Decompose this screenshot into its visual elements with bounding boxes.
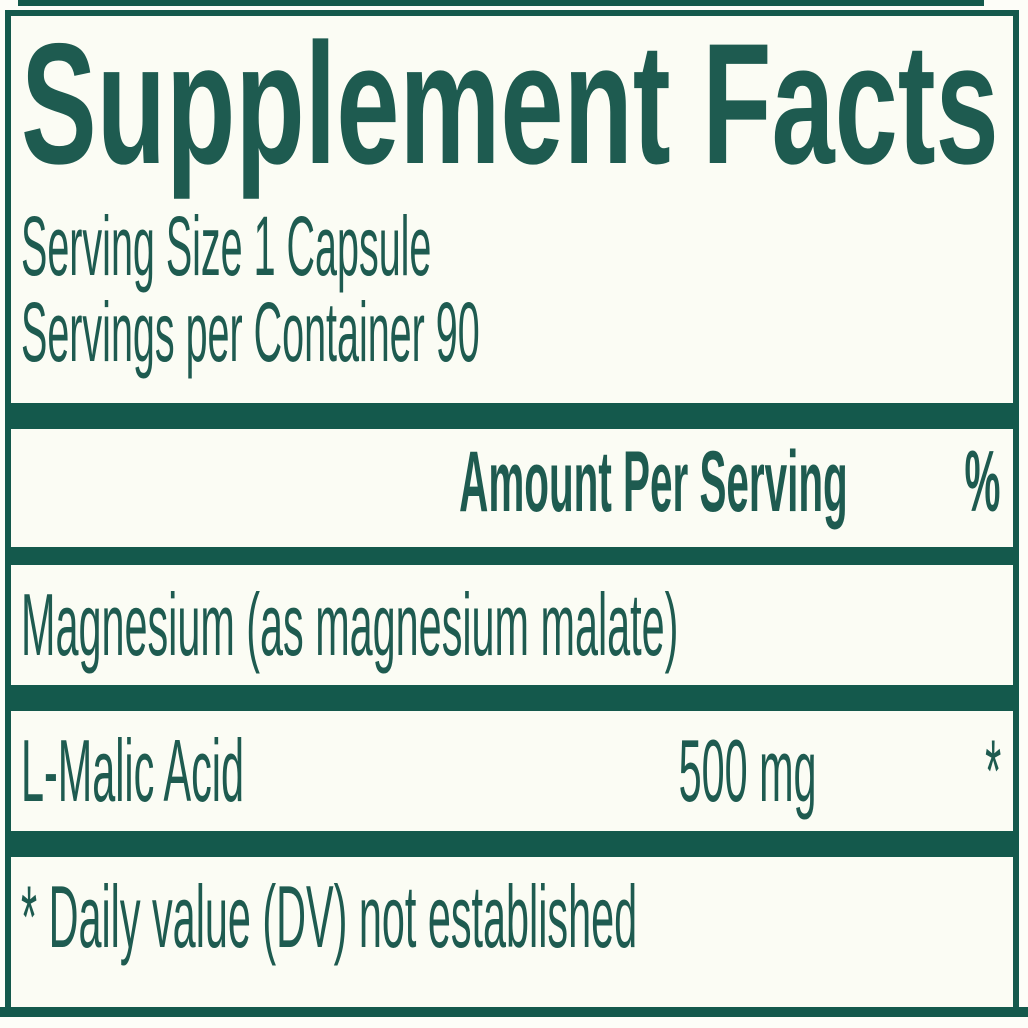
ingredient-name: L-Malic Acid bbox=[21, 727, 523, 815]
daily-value-footnote: * Daily value (DV) not established bbox=[11, 857, 1013, 961]
servings-per-container-line: Servings per Container 90 bbox=[21, 284, 1013, 379]
serving-info: Serving Size 1 Capsule Servings per Cont… bbox=[21, 199, 1013, 379]
ingredient-name-text: Magnesium (as magnesium malate) bbox=[21, 575, 679, 675]
ingredient-amount: 500 mg bbox=[523, 727, 817, 815]
percent-dv-header-text: % DV bbox=[964, 434, 1013, 531]
table-row-magnesium: Magnesium (as magnesium malate) 20 mg 5% bbox=[11, 565, 1013, 685]
bottom-edge-bar bbox=[0, 1007, 1028, 1017]
amount-per-serving-header: Amount Per Serving bbox=[21, 439, 848, 525]
thick-divider-bar bbox=[11, 403, 1013, 430]
ingredient-dv: * bbox=[817, 727, 1001, 815]
ingredient-name: Magnesium (as magnesium malate) bbox=[21, 575, 1013, 675]
ingredient-amount-text: 500 mg bbox=[679, 721, 817, 821]
serving-size-text: Serving Size 1 Capsule bbox=[21, 199, 432, 293]
thin-divider-bar bbox=[11, 547, 1013, 566]
serving-size-line: Serving Size 1 Capsule bbox=[21, 199, 1013, 293]
thick-divider-bar bbox=[11, 831, 1013, 858]
column-header-row: Amount Per Serving % DV bbox=[11, 429, 1013, 547]
label-title: Supplement Facts bbox=[21, 18, 1013, 190]
servings-per-container-text: Servings per Container 90 bbox=[21, 284, 480, 379]
thick-divider-bar bbox=[11, 685, 1013, 712]
table-row-l-malic-acid: L-Malic Acid 500 mg * bbox=[11, 711, 1013, 831]
supplement-facts-panel: Supplement Facts Serving Size 1 Capsule … bbox=[5, 10, 1019, 1007]
daily-value-footnote-text: * Daily value (DV) not established bbox=[21, 867, 638, 967]
top-edge-bar bbox=[18, 0, 984, 6]
label-title-text: Supplement Facts bbox=[21, 10, 999, 200]
ingredient-dv-text: * bbox=[984, 721, 1001, 821]
ingredient-name-text: L-Malic Acid bbox=[21, 721, 244, 821]
amount-per-serving-header-text: Amount Per Serving bbox=[459, 434, 848, 531]
percent-dv-header: % DV bbox=[848, 434, 1013, 531]
